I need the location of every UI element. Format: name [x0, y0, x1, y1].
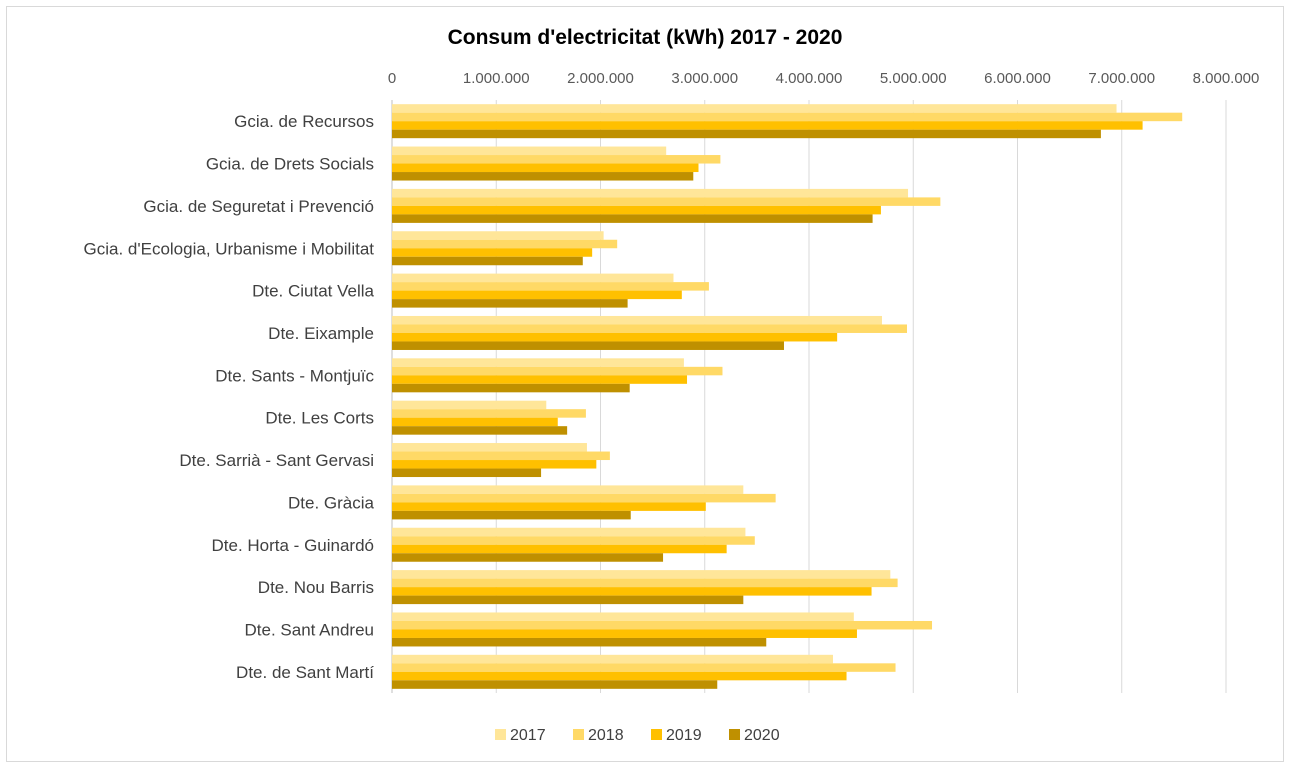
legend-label-2017: 2017: [510, 727, 546, 744]
bar-2017: [392, 400, 547, 410]
bar-2020: [392, 468, 542, 478]
bar-2019: [392, 502, 706, 511]
category-label: Gcia. d'Ecologia, Urbanisme i Mobilitat: [84, 239, 375, 258]
bar-2020: [392, 383, 630, 393]
bar-2018: [392, 620, 933, 630]
bar-2020: [392, 299, 628, 308]
x-tick-label: 4.000.000: [776, 70, 843, 87]
bar-2018: [392, 366, 723, 376]
bar-2018: [392, 493, 776, 503]
x-tick-label: 2.000.000: [567, 70, 634, 87]
bar-2018: [392, 239, 618, 249]
bar-2017: [392, 104, 1117, 113]
bar-2020: [392, 214, 873, 223]
bar-2019: [392, 587, 872, 596]
category-label: Dte. Eixample: [268, 324, 374, 343]
legend-swatch-2017: [495, 729, 506, 740]
bar-2019: [392, 671, 847, 681]
category-label: Dte. Ciutat Vella: [252, 282, 374, 301]
bar-2020: [392, 341, 784, 350]
bar-2019: [392, 460, 597, 469]
legend-swatch-2020: [729, 729, 740, 740]
bar-2019: [392, 121, 1143, 130]
bar-2018: [392, 578, 898, 588]
bar-2018: [392, 451, 610, 461]
bar-2018: [392, 197, 941, 206]
bar-2017: [392, 146, 667, 156]
category-label: Gcia. de Seguretat i Prevenció: [143, 197, 374, 216]
category-label: Dte. Sant Andreu: [245, 620, 374, 639]
x-tick-label: 6.000.000: [984, 70, 1051, 87]
bar-2020: [392, 129, 1101, 139]
bar-2020: [392, 553, 664, 562]
bar-2019: [392, 544, 727, 554]
bar-2018: [392, 324, 907, 333]
bar-2017: [392, 443, 587, 452]
bar-2018: [392, 112, 1183, 122]
x-tick-label: 7.000.000: [1088, 70, 1155, 87]
legend-swatch-2019: [651, 729, 662, 740]
bar-2018: [392, 409, 586, 418]
category-label: Dte. Nou Barris: [258, 578, 374, 597]
bar-2017: [392, 527, 746, 537]
bar-2017: [392, 570, 891, 579]
chart-title: Consum d'electricitat (kWh) 2017 - 2020: [447, 26, 843, 49]
bar-2019: [392, 375, 688, 384]
bar-2020: [392, 256, 583, 266]
bar-2020: [392, 595, 744, 605]
category-label: Gcia. de Drets Socials: [206, 155, 374, 174]
bar-2017: [392, 612, 854, 621]
x-tick-label: 3.000.000: [671, 70, 738, 87]
bar-2018: [392, 663, 896, 672]
category-label: Dte. Sants - Montjuïc: [215, 366, 374, 385]
x-tick-label: 8.000.000: [1193, 70, 1260, 87]
category-label: Gcia. de Recursos: [234, 112, 374, 131]
bar-2020: [392, 426, 568, 435]
legend-label-2020: 2020: [744, 727, 780, 744]
bar-2017: [392, 188, 909, 198]
bar-2020: [392, 680, 718, 689]
bar-2017: [392, 231, 604, 240]
bar-2017: [392, 315, 882, 325]
legend-label-2019: 2019: [666, 727, 702, 744]
category-label: Dte. de Sant Martí: [236, 663, 374, 682]
bar-2017: [392, 654, 833, 664]
bar-2020: [392, 172, 694, 181]
bar-2019: [392, 290, 682, 300]
bar-2017: [392, 358, 684, 367]
bar-2018: [392, 155, 721, 164]
legend-swatch-2018: [573, 729, 584, 740]
x-tick-label: 1.000.000: [463, 70, 530, 87]
bar-2019: [392, 417, 558, 427]
bar-2018: [392, 282, 709, 291]
bar-2019: [392, 205, 881, 215]
bar-2020: [392, 510, 631, 520]
category-label: Dte. Gràcia: [288, 493, 375, 512]
bar-2019: [392, 629, 857, 638]
bar-2020: [392, 637, 767, 647]
x-tick-label: 0: [388, 70, 396, 87]
category-label: Dte. Sarrià - Sant Gervasi: [179, 451, 374, 470]
bar-2019: [392, 332, 838, 342]
category-label: Dte. Horta - Guinardó: [211, 536, 374, 555]
bar-2018: [392, 536, 755, 545]
x-tick-label: 5.000.000: [880, 70, 947, 87]
bar-2017: [392, 485, 744, 494]
bar-2019: [392, 163, 699, 173]
legend-label-2018: 2018: [588, 727, 624, 744]
category-label: Dte. Les Corts: [265, 409, 374, 428]
bar-2017: [392, 273, 674, 283]
bar-2019: [392, 248, 593, 257]
